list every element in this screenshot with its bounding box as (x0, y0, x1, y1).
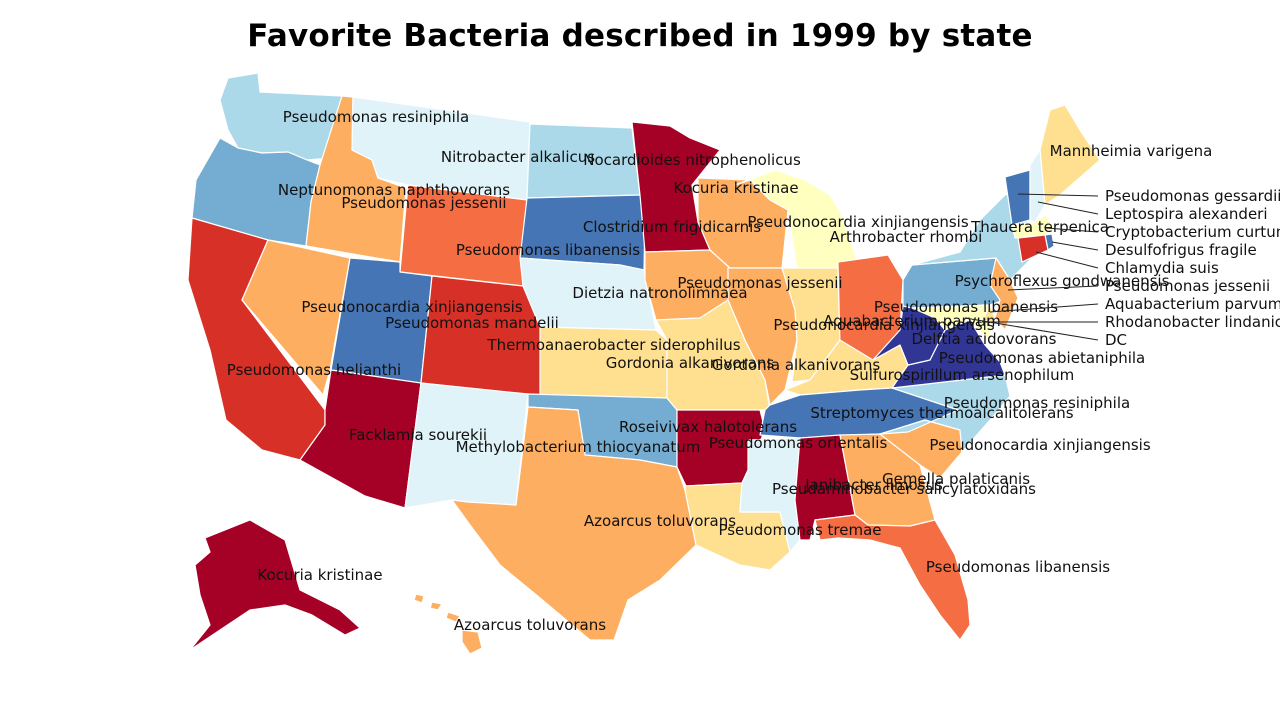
state-label-hi: Azoarcus toluvorans (454, 616, 606, 634)
state-label-va: Pseudomonas abietaniphila (939, 349, 1146, 367)
callout-line-nh (1037, 201, 1099, 215)
state-label-ia: Pseudomonas jessenii (677, 274, 842, 292)
state-label-ak: Kocuria kristinae (257, 566, 382, 584)
state-mn (631, 121, 721, 253)
callout-line-dc (964, 317, 1099, 341)
state-label-pa: Psychroflexus gondwanensis (955, 272, 1170, 290)
state-label-nd: Nocardioides nitrophenolicus (583, 151, 801, 169)
callout-line-ma (1045, 227, 1099, 233)
state-label-nm: Methylobacterium thiocyanatum (456, 438, 701, 456)
state-label-ks: Gordonia alkanivorans (606, 354, 775, 372)
state-tx (451, 406, 697, 641)
state-label-wv: Delftia acidovorans (911, 330, 1056, 348)
state-ak (189, 519, 361, 651)
callout-label-ct: Chlamydia suis (1105, 259, 1219, 277)
callout-line-vt (1017, 193, 1099, 197)
callout-line-de (989, 303, 1099, 313)
callout-line-nj (1007, 285, 1099, 291)
state-label-mo: Gordonia alkanivorans (712, 356, 881, 374)
state-label-wy: Pseudomonas libanensis (456, 241, 640, 259)
state-label-mt: Nitrobacter alkalicus (441, 148, 595, 166)
state-label-la: Pseudomonas tremae (718, 521, 881, 539)
state-label-il: Pseudonocardia xinjiangensis (773, 316, 995, 334)
state-label-ny: Thauera terpenica (970, 218, 1109, 236)
state-label-wi: Pseudonocardia xinjiangensis (747, 213, 969, 231)
state-label-sd: Clostridium frigidicarnis (583, 218, 761, 236)
state-label-mn: Kocuria kristinae (673, 179, 798, 197)
state-label-wa: Pseudomonas resiniphila (283, 108, 469, 126)
state-label-tn: Streptomyces thermoalcalitolerans (810, 404, 1073, 422)
state-label-ca: Pseudomonas helianthi (227, 361, 401, 379)
state-label-id: Pseudomonas jessenii (341, 194, 506, 212)
state-label-ok: Roseivivax halotolerans (619, 418, 797, 436)
state-label-in: Aquabacterium parvum (823, 312, 1000, 330)
state-label-fl: Pseudomonas libanensis (926, 558, 1110, 576)
state-label-nc: Pseudomonas resiniphila (944, 394, 1130, 412)
state-label-ga: Gemella palaticanis (882, 470, 1030, 488)
state-label-co: Thermoanaerobacter siderophilus (486, 336, 740, 354)
state-label-ms: Pseudaminobacter salicylatoxidans (772, 480, 1036, 498)
callout-label-dc: DC (1105, 331, 1127, 349)
state-label-ky: Sulfurospirillum arsenophilum (850, 366, 1075, 384)
callout-label-nh: Leptospira alexanderi (1105, 205, 1268, 223)
callout-label-vt: Pseudomonas gessardii (1105, 187, 1280, 205)
state-me (1039, 104, 1101, 206)
callout-label-de: Aquabacterium parvum (1105, 295, 1280, 313)
state-label-sc: Pseudonocardia xinjiangensis (929, 436, 1151, 454)
map-title: Favorite Bacteria described in 1999 by s… (247, 18, 1033, 54)
callout-line-ri (1051, 241, 1099, 251)
state-label-al: Janibacter limosus (804, 476, 943, 494)
state-ct (1017, 234, 1049, 263)
callout-label-nj: Pseudomonas jessenii (1105, 277, 1270, 295)
callout-label-ri: Desulfofrigus fragile (1105, 241, 1257, 259)
callout-line-ct (1035, 251, 1099, 269)
state-label-az: Facklamia sourekii (349, 426, 487, 444)
callout-label-md: Rhodanobacter lindaniclasticus (1105, 313, 1280, 331)
callout-label-ma: Cryptobacterium curtum (1105, 223, 1280, 241)
state-ma (1011, 214, 1056, 239)
state-nc (879, 374, 1011, 453)
state-label-mi: Arthrobacter rhombi (830, 228, 983, 246)
state-nv (241, 239, 351, 396)
state-hi (413, 593, 483, 655)
state-label-ut: Pseudomonas mandelii (385, 314, 559, 332)
state-md (911, 304, 993, 341)
state-label-nv: Pseudonocardia xinjiangensis (301, 298, 523, 316)
state-nh (1029, 149, 1046, 223)
state-label-ne: Dietzia natronolimnaea (572, 284, 747, 302)
state-label-me: Mannheimia varigena (1050, 142, 1213, 160)
state-label-tx: Azoarcus toluvorans (584, 512, 736, 530)
state-label-or: Neptunomonas naphthovorans (278, 181, 510, 199)
state-label-oh: Pseudomonas libanensis (874, 298, 1058, 316)
state-label-ar: Pseudomonas orientalis (709, 434, 888, 452)
state-fl (814, 514, 971, 641)
